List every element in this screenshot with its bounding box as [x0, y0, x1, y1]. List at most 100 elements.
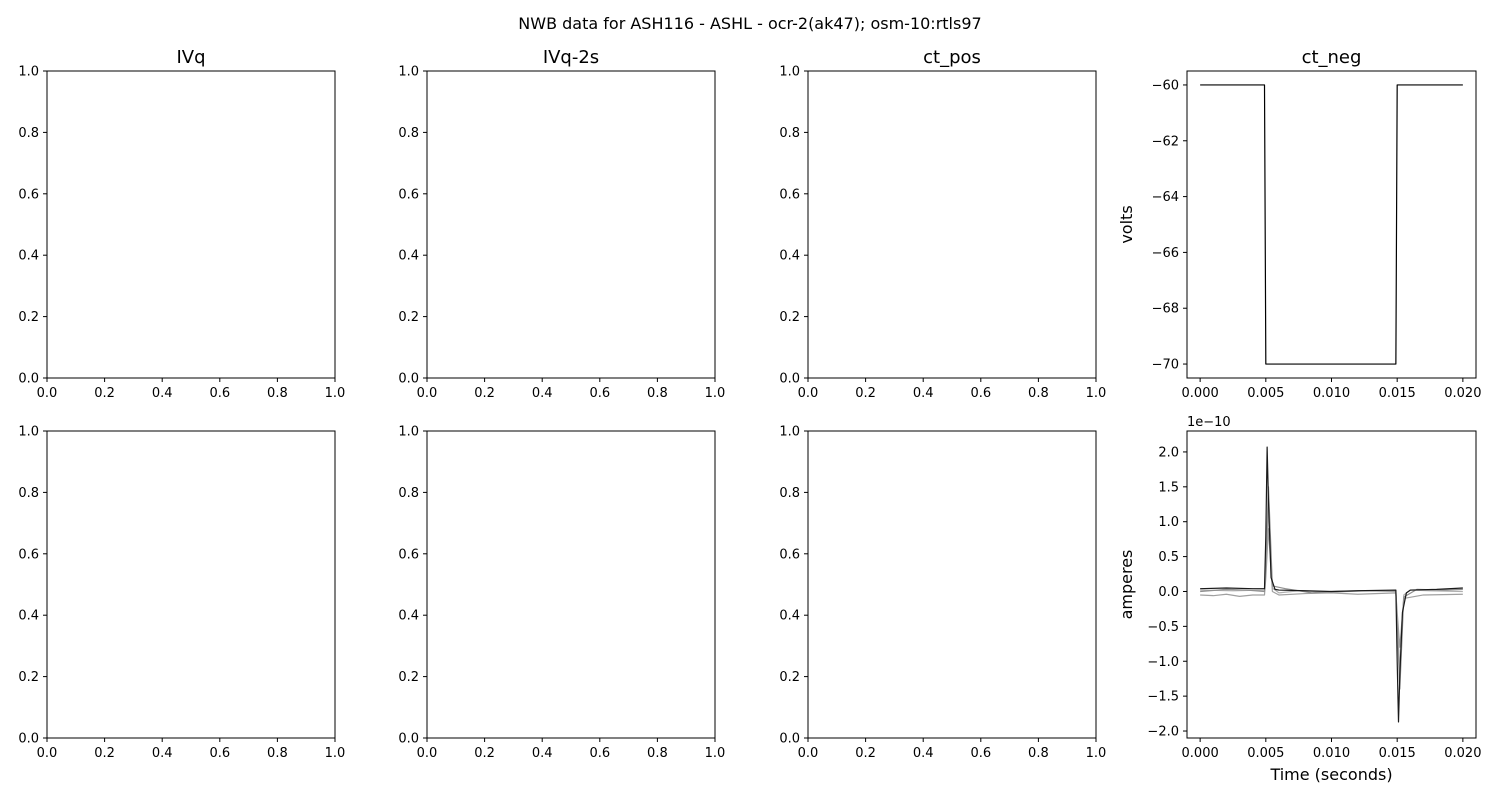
x-tick-label: 0.6 — [209, 386, 230, 401]
y-tick-label: 2.0 — [1158, 445, 1179, 460]
x-tick-label: 0.4 — [532, 746, 553, 761]
x-axis-label: Time (seconds) — [1269, 765, 1392, 784]
y-tick-label: 0.0 — [779, 372, 800, 387]
x-tick-label: 0.8 — [1028, 386, 1049, 401]
y-tick-label: 1.0 — [18, 425, 39, 440]
subplot-p03: 0.000 0.005 0.010 0.015 0.020 −60 −62 −64 −66 −68… — [1117, 47, 1481, 401]
y-tick-label: −0.5 — [1147, 620, 1179, 635]
y-tick-label: −62 — [1152, 134, 1179, 149]
x-tick-label: 0.0 — [417, 746, 438, 761]
x-tick-label: 0.000 — [1182, 746, 1219, 761]
x-tick-label: 0.4 — [532, 386, 553, 401]
y-tick-label: −1.0 — [1147, 655, 1179, 670]
y-tick-label: −66 — [1152, 246, 1179, 261]
axes-frame — [807, 70, 1097, 379]
x-tick-label: 1.0 — [325, 746, 346, 761]
y-tick-label: 0.0 — [398, 732, 419, 747]
y-tick-label: 0.0 — [398, 372, 419, 387]
y-tick-label: −68 — [1152, 302, 1179, 317]
y-tick-label: −70 — [1152, 358, 1179, 373]
y-tick-label: 0.4 — [18, 609, 39, 624]
y-tick-label: 0.2 — [779, 310, 800, 325]
subplot-title: IVq — [176, 47, 205, 68]
y-tick-label: 0.2 — [398, 310, 419, 325]
x-tick-label: 0.2 — [855, 386, 876, 401]
x-tick-label: 0.0 — [798, 746, 819, 761]
x-tick-label: 0.010 — [1313, 746, 1350, 761]
y-axis-label: amperes — [1117, 550, 1136, 620]
y-axis-label: volts — [1117, 205, 1136, 243]
y-tick-label: 0.4 — [398, 249, 419, 264]
subplot-p12: 0.0 0.2 0.4 0.6 0.8 1.0 0.0 0.2 0.4 0.6 0.8 1.0 — [779, 425, 1106, 762]
axes-frame — [46, 430, 336, 739]
subplot-grid: 0.0 0.2 0.4 0.6 0.8 1.0 0.0 0.2 0.4 0.6 0.8 1.0 IVq 0… — [18, 47, 1481, 784]
y-tick-label: 0.0 — [1158, 585, 1179, 600]
x-tick-label: 0.015 — [1379, 386, 1416, 401]
x-tick-label: 0.0 — [37, 386, 58, 401]
subplot-title: ct_pos — [923, 47, 981, 68]
y-tick-label: 0.4 — [398, 609, 419, 624]
x-tick-label: 0.0 — [798, 386, 819, 401]
y-tick-label: 0.8 — [398, 126, 419, 141]
y-tick-label: 1.5 — [1158, 480, 1179, 495]
y-tick-label: 1.0 — [779, 65, 800, 80]
subplot-p02: 0.0 0.2 0.4 0.6 0.8 1.0 0.0 0.2 0.4 0.6 0.8 1.0 ct_p… — [779, 47, 1106, 401]
x-tick-label: 0.020 — [1444, 386, 1481, 401]
subplot-p00: 0.0 0.2 0.4 0.6 0.8 1.0 0.0 0.2 0.4 0.6 0.8 1.0 IVq — [18, 47, 345, 401]
series-line-0 — [1200, 84, 1463, 365]
x-tick-label: 0.6 — [589, 386, 610, 401]
subplot-p13: 0.000 0.005 0.010 0.015 0.020 2.0 1.5 1.0 0.5 0.0… — [1117, 415, 1481, 784]
y-tick-label: 0.4 — [779, 609, 800, 624]
y-tick-label: 0.8 — [18, 486, 39, 501]
subplot-p01: 0.0 0.2 0.4 0.6 0.8 1.0 0.0 0.2 0.4 0.6 0.8 1.0 IVq-… — [398, 47, 725, 401]
y-tick-label: 1.0 — [398, 425, 419, 440]
x-tick-label: 0.4 — [152, 746, 173, 761]
y-tick-label: 0.8 — [18, 126, 39, 141]
subplot-p11: 0.0 0.2 0.4 0.6 0.8 1.0 0.0 0.2 0.4 0.6 0.8 1.0 — [398, 425, 725, 762]
x-tick-label: 0.2 — [94, 746, 115, 761]
x-tick-label: 0.0 — [417, 386, 438, 401]
axes-frame — [426, 70, 716, 379]
y-tick-label: 1.0 — [1158, 515, 1179, 530]
series-line-3 — [1200, 446, 1463, 723]
y-tick-label: 0.2 — [18, 670, 39, 685]
subplot-p10: 0.0 0.2 0.4 0.6 0.8 1.0 0.0 0.2 0.4 0.6 0.8 1.0 — [18, 425, 345, 762]
x-tick-label: 0.2 — [474, 746, 495, 761]
x-tick-label: 0.6 — [970, 386, 991, 401]
y-tick-label: 0.5 — [1158, 550, 1179, 565]
y-tick-label: 0.8 — [779, 126, 800, 141]
x-tick-label: 0.2 — [474, 386, 495, 401]
y-tick-label: 0.6 — [398, 547, 419, 562]
x-tick-label: 0.015 — [1379, 746, 1416, 761]
y-tick-label: 0.0 — [18, 732, 39, 747]
x-tick-label: 0.6 — [589, 746, 610, 761]
x-tick-label: 0.020 — [1444, 746, 1481, 761]
x-tick-label: 0.2 — [94, 386, 115, 401]
y-tick-label: 0.6 — [398, 187, 419, 202]
x-tick-label: 0.8 — [647, 746, 668, 761]
y-tick-label: 0.6 — [779, 187, 800, 202]
x-tick-label: 0.4 — [913, 386, 934, 401]
y-tick-label: 0.0 — [779, 732, 800, 747]
y-tick-label: 0.6 — [779, 547, 800, 562]
axes-frame — [1186, 70, 1477, 379]
subplot-title: IVq-2s — [543, 47, 599, 68]
x-tick-label: 0.8 — [267, 746, 288, 761]
series-line-1 — [1200, 528, 1463, 648]
x-tick-label: 1.0 — [1086, 746, 1107, 761]
y-tick-label: −64 — [1152, 190, 1179, 205]
y-tick-label: 0.0 — [18, 372, 39, 387]
y-tick-label: 1.0 — [398, 65, 419, 80]
x-tick-label: 1.0 — [325, 386, 346, 401]
y-tick-label: 0.2 — [18, 310, 39, 325]
x-tick-label: 0.010 — [1313, 386, 1350, 401]
x-tick-label: 0.000 — [1182, 386, 1219, 401]
y-tick-label: −1.5 — [1147, 690, 1179, 705]
y-tick-label: −2.0 — [1147, 725, 1179, 740]
y-tick-label: 1.0 — [779, 425, 800, 440]
x-tick-label: 0.4 — [152, 386, 173, 401]
y-tick-label: 0.4 — [18, 249, 39, 264]
y-tick-label: 0.6 — [18, 187, 39, 202]
axes-frame — [807, 430, 1097, 739]
